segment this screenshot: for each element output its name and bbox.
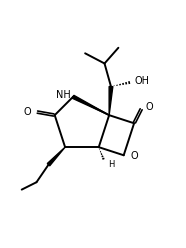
Polygon shape xyxy=(109,86,113,115)
Text: O: O xyxy=(145,102,153,112)
Text: NH: NH xyxy=(56,90,70,100)
Text: O: O xyxy=(24,107,31,117)
Text: O: O xyxy=(130,151,138,161)
Polygon shape xyxy=(72,95,109,115)
Text: H: H xyxy=(108,160,115,169)
Polygon shape xyxy=(47,147,65,166)
Text: OH: OH xyxy=(134,76,150,86)
